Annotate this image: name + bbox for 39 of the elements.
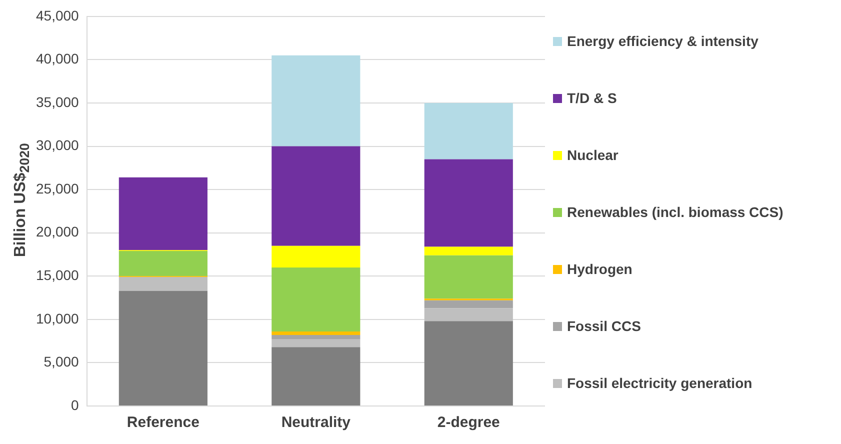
x-tick-label: Neutrality <box>281 414 352 432</box>
bar <box>424 246 513 256</box>
bar <box>272 339 360 348</box>
bar <box>118 251 208 276</box>
bar <box>272 246 360 268</box>
y-tick-label: 10,000 <box>36 310 80 326</box>
y-tick-label: 15,000 <box>36 266 80 283</box>
y-tick-label: 25,000 <box>36 180 80 196</box>
y-tick-label: 45,000 <box>36 7 80 24</box>
bar <box>424 308 513 322</box>
bar <box>118 290 208 406</box>
bar <box>424 321 513 406</box>
bar <box>272 146 360 246</box>
bar <box>272 347 360 406</box>
legend-label: Fossil CCS <box>567 318 641 334</box>
bar <box>424 102 513 160</box>
bar <box>272 332 360 336</box>
bar <box>272 335 360 340</box>
bar <box>424 159 513 247</box>
bar <box>424 255 513 299</box>
legend-label: Fossil electricity generation <box>567 375 752 391</box>
bar <box>424 300 513 308</box>
bar <box>272 267 360 332</box>
legend-label: Nuclear <box>567 147 618 163</box>
y-tick-label: 35,000 <box>36 94 80 110</box>
bar <box>118 277 208 291</box>
x-tick-label: Reference <box>126 414 200 432</box>
y-tick-label: 20,000 <box>36 224 80 240</box>
legend-label: Hydrogen <box>567 261 632 277</box>
legend-label: Renewables (incl. biomass CCS) <box>567 204 784 220</box>
bar <box>118 177 208 250</box>
y-tick-label: 30,000 <box>36 137 80 154</box>
x-tick-label: 2-degree <box>437 414 500 432</box>
legend-label: T/D & S <box>567 90 617 106</box>
y-tick-label: 40,000 <box>36 50 80 67</box>
legend-label: Energy efficiency & intensity <box>567 33 758 49</box>
y-tick-label: 5,000 <box>44 354 80 370</box>
y-tick-label: 0 <box>71 396 80 413</box>
bar <box>272 55 360 146</box>
